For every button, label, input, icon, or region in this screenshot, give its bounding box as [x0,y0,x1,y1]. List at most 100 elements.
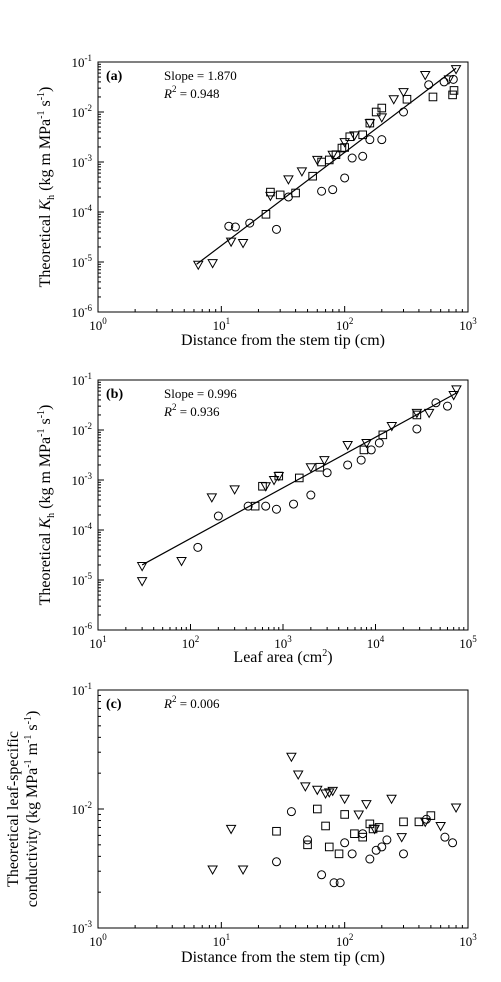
y-axis-title: Theoretical leaf-specific [5,731,22,887]
square-marker [266,187,275,197]
circle-marker [347,153,357,163]
panel-b: 101 102 103 104 105 10-6 10-5 10-4 10-3 10-2 10-1 (… [36,371,477,666]
x-tick-label: 103 [459,932,477,949]
circle-marker [243,501,253,511]
triangle-down-marker [386,794,397,805]
circle-marker [358,829,368,839]
circle-marker [377,135,387,145]
square-marker [449,86,459,95]
circle-marker [448,838,458,848]
y-tick-label: 10-1 [72,53,93,70]
x-tick-label: 100 [89,932,107,949]
slope-annotation: Slope = 0.996 [164,386,237,401]
square-marker [331,150,341,159]
square-marker [337,143,347,153]
square-marker [412,410,422,420]
triangle-down-marker [435,821,446,832]
x-tick-label: 102 [182,634,200,651]
y-axis-title-line2: conductivity (kg MPa-1 m-1 s-1) [23,711,41,908]
square-marker [358,130,367,140]
triangle-down-marker [136,577,148,587]
circle-marker [421,814,431,824]
circle-marker [382,835,392,845]
triangle-down-marker [311,155,323,166]
panel-label: (c) [106,697,122,712]
triangle-down-marker [305,463,317,473]
triangle-down-marker [386,422,398,432]
triangle-down-marker [319,456,330,466]
y-axis-title: Theoretical Kh (kg m MPa-1 s-1) [36,87,57,288]
x-axis-title: Leaf area (cm2) [233,648,332,666]
circle-marker [374,438,384,448]
triangle-down-marker [349,131,360,141]
triangle-down-marker [192,260,204,271]
circle-marker [356,455,366,465]
triangle-down-marker [311,785,323,796]
circle-marker [317,870,327,880]
triangle-down-marker [296,167,308,177]
square-marker [321,821,330,831]
square-marker [258,481,267,491]
panel-label: (b) [106,387,123,402]
square-marker [308,171,317,181]
circle-marker [271,224,281,234]
square-marker [324,842,334,852]
panel-a: 100 101 102 103 10-6 10-5 10-4 10-3 10-2 10-1 (a) S… [36,53,477,349]
circle-marker [431,398,441,408]
triangle-down-marker [237,238,249,249]
triangle-down-marker [327,786,339,797]
triangle-down-marker [299,782,311,792]
circle-marker [303,835,313,845]
circle-marker [442,401,452,411]
square-marker [402,94,412,104]
triangle-down-marker [292,770,304,781]
triangle-down-marker [206,493,218,503]
triangle-down-marker [207,865,218,876]
triangle-down-marker [423,408,435,419]
triangle-down-marker [176,556,187,567]
triangle-down-marker [229,485,240,495]
plot-frame [97,689,469,929]
square-marker [274,471,284,481]
triangle-down-marker [450,65,462,75]
panel-c: 100 101 102 103 10-3 10-2 10-1 (c) R2 = 0.006 Dis… [5,681,477,966]
triangle-down-marker [225,824,237,835]
x-tick-label: 101 [89,634,107,651]
square-marker [448,90,457,100]
circle-marker [230,222,240,232]
triangle-down-marker [411,408,423,419]
square-marker [345,132,355,142]
square-marker [250,501,260,511]
triangle-down-marker [339,138,351,148]
circle-marker [193,542,203,552]
circle-marker [224,221,234,231]
triangle-down-marker [207,259,218,269]
x-tick-label: 103 [274,634,292,651]
y-tick-label: 10-2 [72,800,93,817]
triangle-down-marker [398,88,409,98]
square-marker [334,849,344,859]
regression-line [141,392,457,566]
triangle-down-marker [396,833,408,843]
r-squared-annotation: R2 = 0.006 [163,694,220,711]
circle-marker [340,838,350,848]
square-marker [368,824,378,834]
square-marker [365,118,375,128]
y-tick-label: 10-3 [72,919,93,936]
circle-marker [328,185,338,195]
y-tick-label: 10-4 [72,203,93,220]
y-tick-label: 10-6 [72,621,93,638]
circle-marker [289,499,299,509]
x-tick-label: 104 [367,634,385,651]
y-tick-label: 10-1 [72,681,93,698]
r-squared-annotation: R2 = 0.948 [163,84,220,101]
circle-marker [286,807,296,817]
square-marker [303,840,312,850]
circle-marker [271,857,281,867]
y-axis-title: Theoretical Kh (kg m MPa-1 s-1) [36,405,57,606]
circle-marker [365,854,375,864]
regression-line [196,67,457,265]
circle-marker [366,445,376,455]
circle-marker [347,849,357,859]
circle-marker [439,77,449,87]
